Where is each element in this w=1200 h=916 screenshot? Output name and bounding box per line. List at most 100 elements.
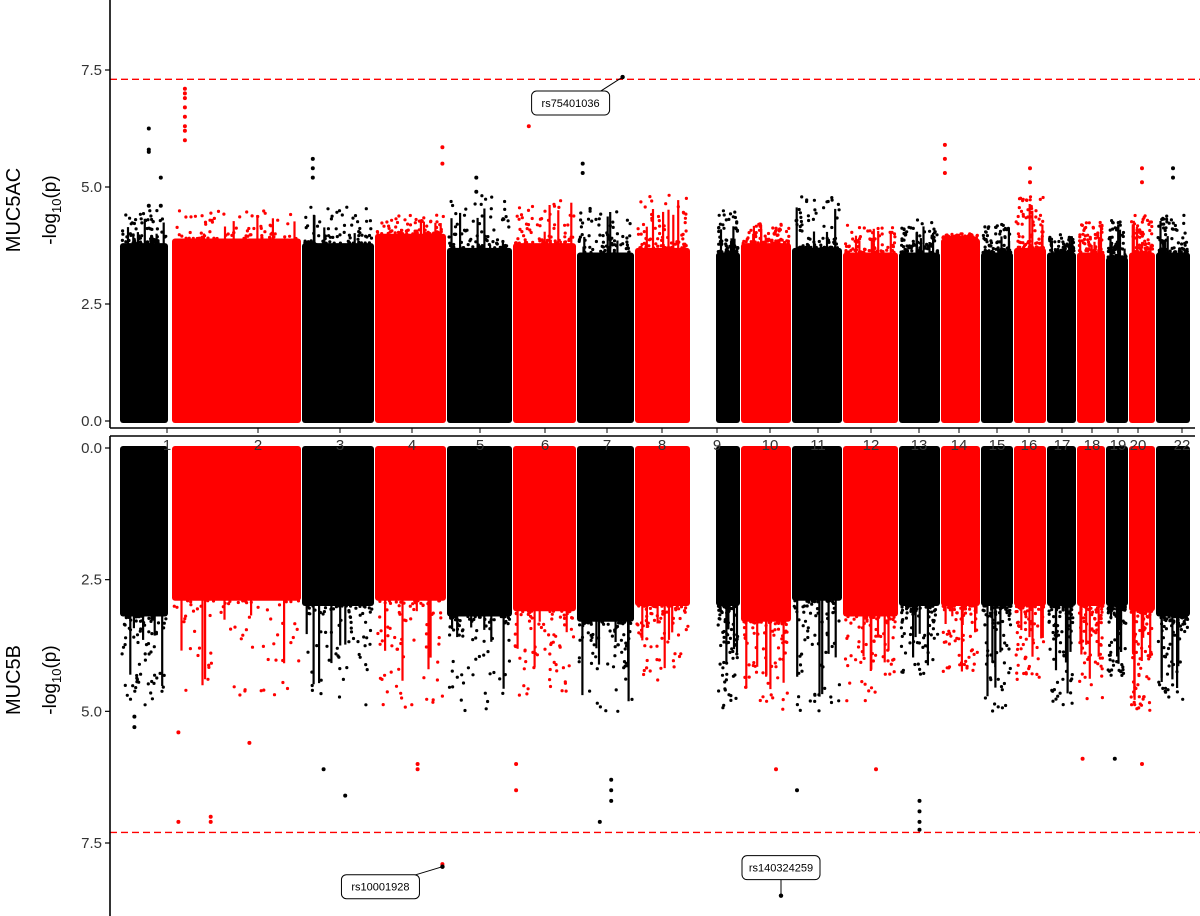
snp-point [1176, 241, 1180, 245]
snp-point [412, 638, 416, 642]
snp-point [721, 209, 726, 213]
snp-point [356, 220, 360, 224]
snp-point [1130, 220, 1134, 224]
snp-point [331, 607, 336, 611]
snp-point [1021, 235, 1025, 239]
chromosome-label: 13 [911, 437, 928, 454]
snp-point [399, 691, 403, 695]
snp-point [1141, 697, 1145, 701]
peak-point [176, 819, 181, 824]
snp-point [1096, 233, 1100, 237]
snp-point [1057, 239, 1061, 244]
snp-point [577, 239, 581, 243]
snp-point [310, 683, 314, 688]
snp-point [827, 240, 831, 244]
snp-point [330, 214, 334, 218]
snp-point [830, 225, 834, 230]
snp-point [480, 194, 484, 198]
snp-point [1071, 620, 1075, 625]
chromosome-label: 4 [408, 437, 416, 454]
snp-point [682, 243, 686, 247]
snp-point [752, 661, 756, 665]
snp-point [260, 236, 264, 240]
snp-point [1143, 242, 1147, 247]
snp-point [566, 223, 570, 227]
snp-point [413, 221, 417, 225]
snp-point [1021, 241, 1025, 245]
snp-point [606, 622, 610, 626]
snp-point [1048, 647, 1052, 651]
snp-point [133, 241, 138, 245]
snp-point [601, 620, 605, 624]
snp-point [332, 241, 336, 245]
snp-point [735, 656, 739, 660]
snp-point [1106, 668, 1110, 672]
snp-point [933, 608, 938, 612]
chromosome-label: 5 [476, 437, 484, 454]
snp-point [656, 237, 660, 241]
snp-point [1123, 647, 1127, 651]
snp-point [1058, 691, 1062, 695]
snp-point [731, 215, 735, 219]
snp-point [250, 645, 255, 649]
snp-point [1145, 218, 1150, 222]
chromosome-label: 11 [810, 437, 826, 454]
snp-point [155, 209, 159, 213]
snp-point [752, 631, 756, 635]
snp-point [132, 635, 136, 639]
snp-point [581, 221, 585, 225]
snp-point [932, 636, 936, 640]
snp-point [1069, 691, 1073, 695]
snp-point [123, 683, 127, 688]
snp-point [845, 699, 849, 703]
snp-point [1123, 607, 1127, 611]
snp-point [378, 615, 382, 619]
chromosome-block [577, 446, 634, 622]
snp-point [649, 645, 653, 649]
snp-point [805, 604, 809, 608]
snp-point [933, 230, 937, 234]
snp-point [778, 657, 782, 661]
snp-point [1057, 606, 1061, 610]
snp-point [580, 233, 584, 237]
snp-point [492, 228, 496, 232]
snp-point [447, 235, 451, 239]
snp-point [143, 658, 147, 662]
snp-point [542, 622, 546, 627]
snp-point [856, 645, 861, 649]
snp-point [184, 688, 188, 692]
chromosome-label: 12 [863, 437, 880, 454]
snp-point [353, 214, 358, 218]
snp-point [403, 705, 407, 709]
snp-point [785, 239, 789, 243]
snp-point [985, 240, 989, 244]
snp-point [659, 666, 663, 670]
snp-point [1121, 241, 1125, 245]
snp-point [1062, 653, 1066, 658]
snp-point [1156, 236, 1160, 240]
snp-point [1058, 614, 1062, 619]
snp-point [628, 234, 632, 238]
snp-point [358, 655, 362, 659]
snp-point [624, 641, 628, 645]
snp-point [1030, 206, 1034, 211]
snp-point [1106, 606, 1111, 610]
snp-point [754, 224, 758, 228]
snp-point [368, 610, 372, 614]
snp-point [195, 607, 199, 611]
snp-point [397, 604, 401, 608]
snp-point [563, 623, 567, 627]
snp-point [124, 636, 128, 640]
snp-point [754, 670, 759, 674]
snp-point [268, 235, 272, 239]
snp-point [199, 231, 203, 235]
snp-point [317, 234, 321, 238]
snp-point [306, 650, 310, 654]
snp-point [376, 631, 380, 636]
snp-point [1001, 619, 1005, 624]
snp-point [682, 609, 687, 613]
peak-point [474, 175, 479, 180]
snp-point [654, 242, 658, 246]
snp-point [808, 699, 812, 703]
snp-point [619, 243, 623, 247]
